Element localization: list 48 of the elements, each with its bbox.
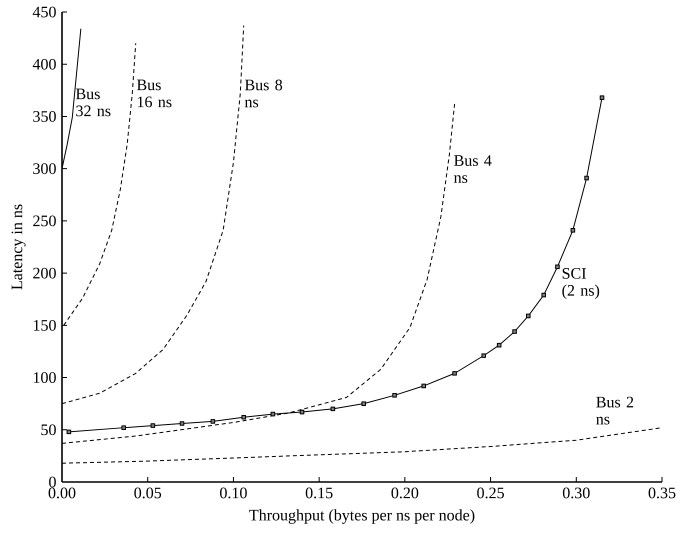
point: [570, 228, 576, 233]
y-tick-label: 350: [33, 111, 56, 122]
point: [150, 423, 156, 428]
point: [180, 421, 184, 426]
point: [121, 425, 126, 430]
y-tick-label: 100: [34, 372, 56, 383]
series-label: Bus 4 ns: [454, 155, 492, 183]
x-axis-title: Throughput (bytes per ns per node): [249, 509, 474, 524]
point: [241, 414, 246, 420]
series-label: Bus 2 ns: [596, 396, 634, 424]
point: [512, 329, 517, 334]
y-tick-label: 450: [32, 6, 56, 18]
point: [210, 419, 216, 424]
series-label: Bus 16 ns: [136, 80, 172, 108]
point: [270, 412, 276, 416]
point: [481, 353, 486, 358]
x-tick-label: 0.30: [562, 488, 590, 498]
y-tick-label: 200: [33, 268, 56, 279]
point: [600, 95, 604, 100]
series-label: SCI (2 ns): [562, 268, 600, 300]
x-tick-label: 0.35: [648, 488, 676, 498]
point: [526, 314, 531, 318]
y-tick-label: 50: [41, 424, 56, 436]
series-label: Bus 8 ns: [244, 80, 282, 108]
point: [392, 393, 397, 398]
point: [541, 292, 546, 298]
point: [555, 264, 560, 270]
series-label: Bus 32 ns: [76, 88, 110, 116]
y-tick-label: 250: [33, 215, 56, 226]
y-tick-label: 400: [32, 58, 56, 70]
point: [361, 401, 366, 406]
x-tick-label: 0.10: [220, 488, 247, 498]
point: [66, 430, 72, 434]
point: [496, 342, 502, 348]
point: [300, 410, 304, 414]
x-tick-label: 0.25: [477, 488, 504, 498]
x-tick-label: 0.00: [48, 488, 76, 498]
x-tick-label: 0.15: [306, 488, 333, 498]
y-tick-label: 0: [49, 476, 56, 488]
y-tick-label: 150: [34, 320, 56, 331]
x-tick-label: 0.20: [391, 488, 418, 498]
y-axis-title: Latency in ns: [12, 204, 26, 290]
point: [330, 406, 336, 412]
y-tick-label: 300: [33, 163, 56, 174]
x-tick-label: 0.05: [134, 488, 162, 498]
point: [452, 371, 457, 376]
point: [421, 384, 426, 388]
point: [584, 176, 589, 180]
